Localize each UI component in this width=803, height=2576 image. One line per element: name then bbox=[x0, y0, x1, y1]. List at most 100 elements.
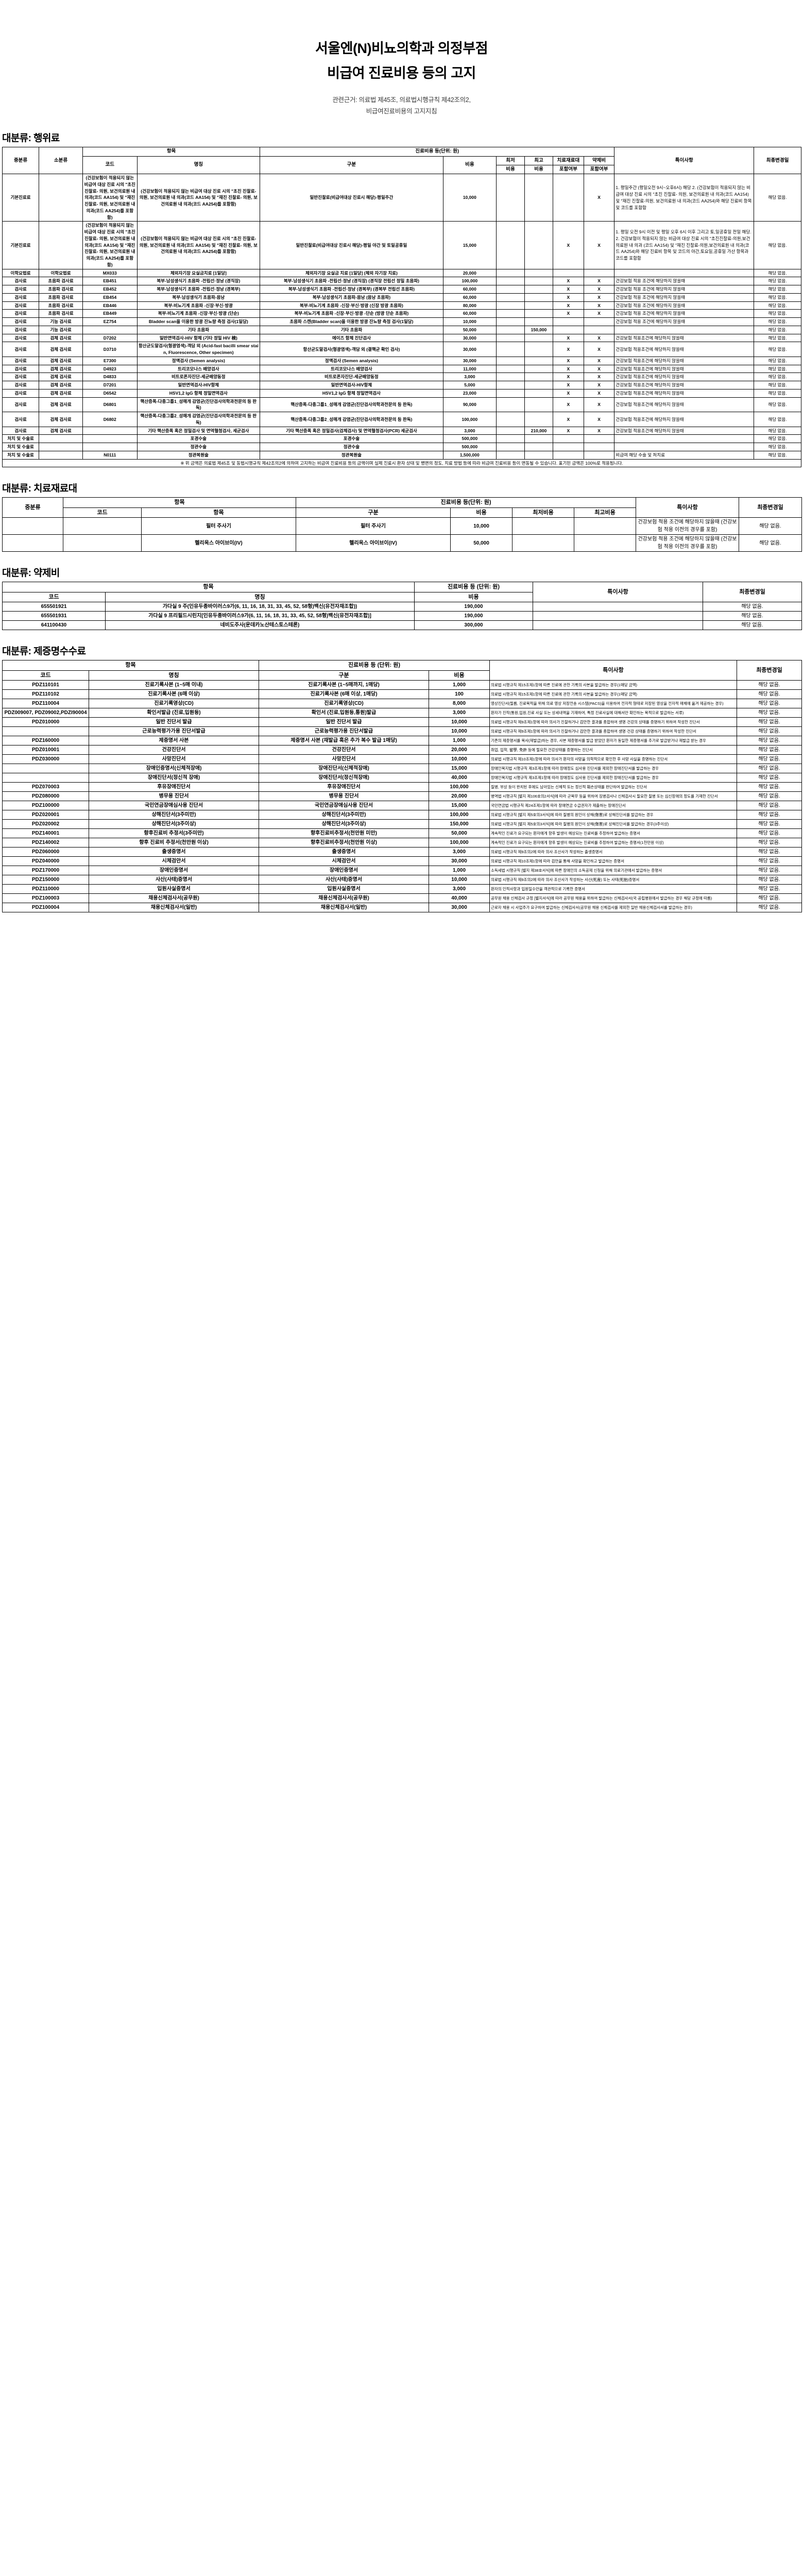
cell-code: PDZ110102 bbox=[2, 689, 89, 700]
cell-code bbox=[2, 773, 89, 783]
cell-updated: 해당 없음. bbox=[737, 745, 802, 755]
cell-min-cost bbox=[512, 517, 574, 535]
table-row: PDZ070003 후유장애진단서 후유장애진단서 100,000 질병, 부상 등이 … bbox=[2, 782, 802, 792]
legal-basis-line-2: 비급여진료비용의 고지지침 bbox=[366, 107, 437, 115]
cell-material-included: X bbox=[553, 388, 584, 398]
cell-remark: 비급여 해당 수술 및 처치료 bbox=[614, 450, 755, 460]
table-row: 장애인증명서(신체적장애) 장애진단서(신체적장애) 15,000 장애인복지법 시행… bbox=[2, 764, 802, 774]
cell-material-included: X bbox=[553, 356, 584, 365]
cell-updated: 해당 없음. bbox=[754, 309, 801, 318]
th-material-sub: 포함여부 bbox=[553, 164, 584, 175]
cell-name: 가다실 9 프리필드시린지[인유두종바이러스9가(6, 11, 16, 18, … bbox=[105, 611, 415, 621]
table-row: PDZ100000 국민연금장애심사용 진단서 국민연금장애심사용 진단서 15,00… bbox=[2, 801, 802, 811]
cell-name: 복부-비뇨기계 초음파 -신장·부신·방광 bbox=[136, 301, 261, 310]
th-item-group: 항목 bbox=[82, 147, 261, 157]
th-c-item-group: 항목 bbox=[2, 660, 259, 671]
cell-sub-category: 검체 검사료 bbox=[39, 356, 83, 365]
cell-updated: 해당 없음. bbox=[754, 342, 801, 357]
cell-max-cost bbox=[524, 309, 554, 318]
cell-mid-category: 검사료 bbox=[2, 325, 40, 334]
th-updated: 최종변경일 bbox=[754, 147, 801, 175]
cell-cost: 23,000 bbox=[442, 388, 497, 398]
cell-mid-category: 검사료 bbox=[2, 426, 40, 435]
cell-max-cost bbox=[524, 412, 554, 427]
cell-division: 장애인증명서 bbox=[259, 866, 429, 876]
cell-name: 정관복원술 bbox=[136, 450, 261, 460]
cell-cost: 150,000 bbox=[429, 819, 490, 829]
cell-min-cost bbox=[512, 534, 574, 552]
cell-name: 정액검사 (Semen analysis) bbox=[136, 356, 261, 365]
cell-sub-category: 기능 검사료 bbox=[39, 325, 83, 334]
cell-division: 국민연금장애심사용 진단서 bbox=[259, 801, 429, 811]
cell-cost: 3,000 bbox=[429, 708, 490, 718]
cell-division: 핵산증폭-다종그룹2_성매개 감염균(진단검사의학과전문의 등 판독) bbox=[260, 412, 443, 427]
cell-division: 출생증명서 bbox=[259, 847, 429, 857]
cell-updated: 해당 없음. bbox=[737, 903, 802, 913]
cell-drug-included: X bbox=[583, 372, 615, 382]
cell-min-cost bbox=[496, 333, 525, 343]
cell-updated: 해당 없음. bbox=[754, 412, 801, 427]
cell-name: HSV1,2 IgG 항체 정밀면역검사 bbox=[136, 388, 261, 398]
cell-code: PDZ009007, PDZ09002,PDZI90004 bbox=[2, 708, 89, 718]
cell-drug-included: X bbox=[583, 174, 615, 222]
cell-code: PDZ150000 bbox=[2, 875, 89, 885]
table-row: PDZ100003 채용신체검사서(공무원) 채용신체검사서(공무원) 40,000 공… bbox=[2, 893, 802, 904]
cell-remark: 의료법 시행규칙 제9조의2에 따라 의사·조산사가 작성하는 출생증명서 bbox=[489, 847, 737, 857]
cell-division: 에이즈 항체 진단검사 bbox=[260, 333, 443, 343]
cell-remark: 의료법 시행규칙 제10조제1항에 따라 의사가 환자의 사망을 의학적으로 확… bbox=[489, 754, 737, 765]
th-sub-category: 소분류 bbox=[39, 147, 83, 175]
th-m-name: 항목 bbox=[141, 507, 296, 518]
table-row: PDZ010000 일반 진단서 발급 일반 진단서 발급 10,000 의료법 시행규… bbox=[2, 717, 802, 727]
cell-updated: 해당 없음. bbox=[737, 754, 802, 765]
table-row: PDZ020001 상해진단서(3주미만) 상해진단서(3주미만) 100,000 의료… bbox=[2, 810, 802, 820]
table-row: PDZ160000 제증명서 사본 제증명서 사본 (재발급 혹은 추가 복수 발급… bbox=[2, 736, 802, 746]
cell-drug-included: X bbox=[583, 412, 615, 427]
cell-cost: 10,000 bbox=[442, 317, 497, 326]
th-min: 최저 bbox=[496, 156, 525, 165]
cell-updated: 해당 없음. bbox=[739, 534, 802, 552]
cell-updated: 해당 없음. bbox=[737, 726, 802, 737]
cell-name: 진료기록사본 (6매 이상) bbox=[89, 689, 259, 700]
cell-mid-category: 검사료 bbox=[2, 397, 40, 413]
cell-name: 복부-남성생식기 초음파-음낭 bbox=[136, 293, 261, 302]
cell-name: 시체검안서 bbox=[89, 856, 259, 867]
cell-max-cost bbox=[524, 372, 554, 382]
cell-cost: 1,000 bbox=[429, 866, 490, 876]
th-m-cost: 비용 bbox=[450, 507, 512, 518]
cell-remark: 건강보험 적용조건에 해당하지 않을때 bbox=[614, 381, 755, 389]
cell-updated: 해당 없음. bbox=[754, 333, 801, 343]
cell-cost: 30,000 bbox=[442, 356, 497, 365]
drug-table-head: 항목 진료비용 등 (단위: 원) 특이사항 최종변경일 코드 명칭 비용 bbox=[2, 582, 802, 603]
cell-min-cost bbox=[496, 342, 525, 357]
cell-material-included bbox=[553, 268, 584, 278]
cell-material-included bbox=[553, 174, 584, 222]
cell-division: 복부-남성생식기 초음파 -전립선·정낭 (경복부) (경복부 전립선 초음파) bbox=[260, 285, 443, 294]
th-m-item-group: 항목 bbox=[63, 497, 296, 508]
cell-sub-category: 초음파 검사료 bbox=[39, 301, 83, 310]
cell-division: 일반 진단서 발급 bbox=[259, 717, 429, 727]
th-material: 치료재료대 bbox=[553, 156, 584, 165]
cell-drug-included: X bbox=[583, 364, 615, 374]
cell-remark: 건강보험 적용 조건에 해당하지 않을때 bbox=[614, 317, 755, 326]
page-subtitle: 비급여 진료비용 등의 고지 bbox=[327, 65, 476, 81]
cell-mid-category: 검사료 bbox=[2, 293, 40, 302]
cell-code: PDZ160000 bbox=[2, 736, 89, 746]
th-min-sub: 비용 bbox=[496, 164, 525, 175]
cell-remark: 영상진단서(필름, 진료목적을 위해 의료 영상 저장전송 시스템(PACS)을… bbox=[489, 699, 737, 709]
cell-max-cost bbox=[524, 221, 554, 269]
cell-remark: 소득세법 시행규칙 [별지 제38호서식]에 따른 장애인의 소득공제 신청을 … bbox=[489, 866, 737, 876]
th-d-code: 코드 bbox=[2, 591, 106, 603]
cell-remark bbox=[614, 325, 755, 334]
cell-division: 진료기록영상(CD) bbox=[259, 699, 429, 709]
cell-material-included bbox=[553, 317, 584, 326]
th-m-min: 최저비용 bbox=[512, 507, 574, 518]
cell-mid-category: 검사료 bbox=[2, 364, 40, 374]
cell-material-included: X bbox=[553, 277, 584, 286]
cell-code: PDZ020002 bbox=[2, 819, 89, 829]
cell-division: 헬리옥스 아이브이(IV) bbox=[296, 534, 451, 552]
cell-cost: 1,000 bbox=[429, 680, 490, 690]
th-code: 코드 bbox=[82, 156, 138, 175]
cell-code: EB446 bbox=[82, 301, 138, 310]
cell-drug-included: X bbox=[583, 342, 615, 357]
cell-name: 핵산증폭-다종그룹2_성매개 감염균(진단검사의학과전문의 등 판독) bbox=[136, 412, 261, 427]
